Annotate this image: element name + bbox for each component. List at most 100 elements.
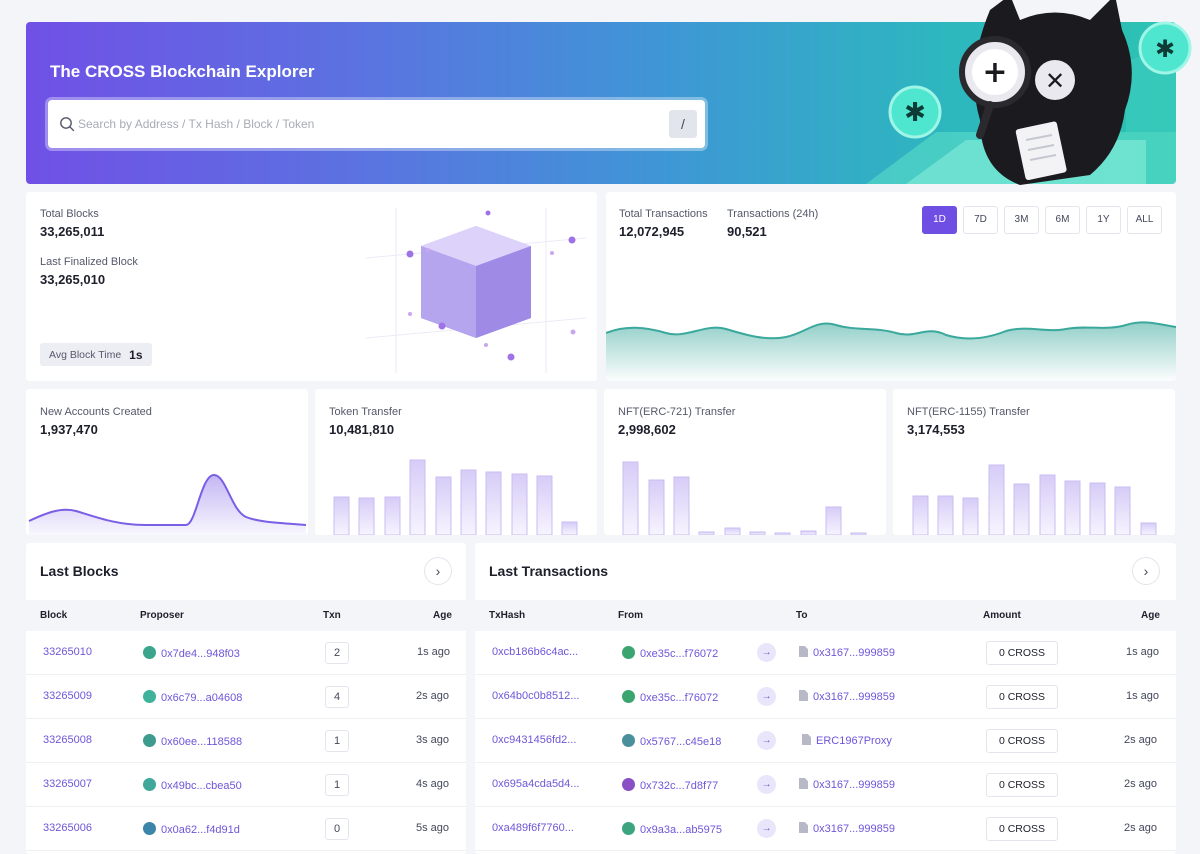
proposer-link[interactable]: 0x0a62...f4d91d <box>161 824 240 836</box>
proposer-cell: 0x60ee...118588 <box>143 734 242 748</box>
nft721-transfer-chart <box>622 461 867 535</box>
block-number-link[interactable]: 33265008 <box>43 734 92 746</box>
from-address-link[interactable]: 0x5767...c45e18 <box>640 736 722 748</box>
tx-hash-link[interactable]: 0xc9431456fd2... <box>492 734 577 746</box>
from-cell: 0x5767...c45e18 <box>622 734 721 748</box>
arrow-right-icon: → <box>757 775 776 794</box>
hero-illustration <box>866 42 1176 184</box>
txn-count: 4 <box>325 686 349 708</box>
from-address-link[interactable]: 0xe35c...f76072 <box>640 648 719 660</box>
tx-hash-link[interactable]: 0x695a4cda5d4... <box>492 778 580 790</box>
nft721-transfer-value: 2,998,602 <box>618 422 676 437</box>
avg-block-time-badge: Avg Block Time 1s <box>40 343 152 366</box>
txn-count: 0 <box>325 818 349 840</box>
col-block: Block <box>40 610 68 621</box>
new-accounts-card: New Accounts Created 1,937,470 <box>26 389 308 535</box>
from-address-link[interactable]: 0x9a3a...ab5975 <box>640 824 722 836</box>
table-row: 33265007 0x49bc...cbea50 1 4s ago <box>26 763 466 807</box>
range-7d-button[interactable]: 7D <box>963 206 998 234</box>
proposer-cell: 0x7de4...948f03 <box>143 646 240 660</box>
to-address-link[interactable]: 0x3167...999859 <box>813 779 895 791</box>
total-blocks-value: 33,265,011 <box>40 224 105 239</box>
tx-hash-link[interactable]: 0x64b0c0b8512... <box>492 690 580 702</box>
last-finalized-label: Last Finalized Block <box>40 256 138 268</box>
from-cell: 0xe35c...f76072 <box>622 646 718 660</box>
table-row: 0x64b0c0b8512... 0xe35c...f76072 → 0x316… <box>475 675 1176 719</box>
range-selector: 1D 7D 3M 6M 1Y ALL <box>922 206 1162 234</box>
col-age: Age <box>433 610 452 621</box>
tx-hash-link[interactable]: 0xcb186b6c4ac... <box>492 646 579 658</box>
to-cell: 0x3167...999859 <box>799 822 895 835</box>
nft1155-transfer-label: NFT(ERC-1155) Transfer <box>907 406 1030 418</box>
col-txn: Txn <box>323 610 341 621</box>
avg-block-time-label: Avg Block Time <box>49 348 122 361</box>
table-row: 33265010 0x7de4...948f03 2 1s ago <box>26 631 466 675</box>
nft1155-transfer-chart <box>912 464 1157 535</box>
block-number-link[interactable]: 33265009 <box>43 690 92 702</box>
col-from: From <box>618 610 643 621</box>
last-transactions-more-button[interactable]: › <box>1132 557 1160 585</box>
from-address-link[interactable]: 0x732c...7d8f77 <box>640 780 719 792</box>
transactions-24h-value: 90,521 <box>727 224 767 239</box>
new-accounts-label: New Accounts Created <box>40 406 152 418</box>
proposer-link[interactable]: 0x60ee...118588 <box>161 736 243 748</box>
block-number-link[interactable]: 33265007 <box>43 778 92 790</box>
proposer-link[interactable]: 0x49bc...cbea50 <box>161 780 242 792</box>
proposer-link[interactable]: 0x6c79...a04608 <box>161 692 243 704</box>
range-all-button[interactable]: ALL <box>1127 206 1162 234</box>
proposer-cell: 0x0a62...f4d91d <box>143 822 240 836</box>
nft1155-transfer-card: NFT(ERC-1155) Transfer 3,174,553 <box>893 389 1175 535</box>
token-transfer-value: 10,481,810 <box>329 422 395 437</box>
to-address-link[interactable]: 0x3167...999859 <box>813 647 895 659</box>
age-text: 5s ago <box>416 822 450 834</box>
avatar <box>622 778 635 791</box>
avatar <box>622 690 635 703</box>
to-address-link[interactable]: 0x3167...999859 <box>813 691 895 703</box>
block-number-link[interactable]: 33265010 <box>43 646 92 658</box>
range-1y-button[interactable]: 1Y <box>1086 206 1121 234</box>
to-address-link[interactable]: 0x3167...999859 <box>813 823 895 835</box>
col-amount: Amount <box>983 610 1021 621</box>
total-blocks-label: Total Blocks <box>40 208 99 220</box>
range-3m-button[interactable]: 3M <box>1004 206 1039 234</box>
range-6m-button[interactable]: 6M <box>1045 206 1080 234</box>
transactions-area-chart <box>606 321 1176 381</box>
to-address-link[interactable]: ERC1967Proxy <box>816 735 892 747</box>
txn-count: 1 <box>325 774 349 796</box>
avatar <box>143 734 156 747</box>
last-blocks-more-button[interactable]: › <box>424 557 452 585</box>
to-cell: 0x3167...999859 <box>799 690 895 703</box>
cube-illustration <box>366 208 586 373</box>
search-icon <box>60 117 75 132</box>
from-address-link[interactable]: 0xe35c...f76072 <box>640 692 719 704</box>
last-transactions-header: TxHash From To Amount Age <box>475 600 1176 631</box>
amount-value: 0 CROSS <box>986 817 1058 841</box>
amount-value: 0 CROSS <box>986 685 1058 709</box>
age-text: 2s ago <box>1124 778 1158 790</box>
tx-hash-link[interactable]: 0xa489f6f7760... <box>492 822 574 834</box>
last-finalized-value: 33,265,010 <box>40 272 106 287</box>
age-text: 4s ago <box>416 778 450 790</box>
txn-count: 1 <box>325 730 349 752</box>
contract-icon <box>799 822 808 833</box>
last-transactions-card: Last Transactions › TxHash From To Amoun… <box>475 543 1176 854</box>
age-text: 1s ago <box>417 646 451 658</box>
nft1155-transfer-value: 3,174,553 <box>907 422 965 437</box>
table-row: 0x695a4cda5d4... 0x732c...7d8f77 → 0x316… <box>475 763 1176 807</box>
txn-count: 2 <box>325 642 349 664</box>
search-shortcut-key: / <box>669 110 697 138</box>
arrow-right-icon: → <box>757 687 776 706</box>
hero-banner: The CROSS Blockchain Explorer / <box>26 22 1176 184</box>
block-number-link[interactable]: 33265006 <box>43 822 92 834</box>
amount-value: 0 CROSS <box>986 729 1058 753</box>
search-bar[interactable]: / <box>48 100 705 148</box>
avatar <box>143 778 156 791</box>
avatar <box>143 822 156 835</box>
age-text: 1s ago <box>1126 646 1160 658</box>
search-input[interactable] <box>78 110 658 138</box>
contract-icon <box>799 778 808 789</box>
arrow-right-icon: → <box>757 819 776 838</box>
proposer-link[interactable]: 0x7de4...948f03 <box>161 648 240 660</box>
range-1d-button[interactable]: 1D <box>922 206 957 234</box>
page-title: The CROSS Blockchain Explorer <box>50 62 315 81</box>
